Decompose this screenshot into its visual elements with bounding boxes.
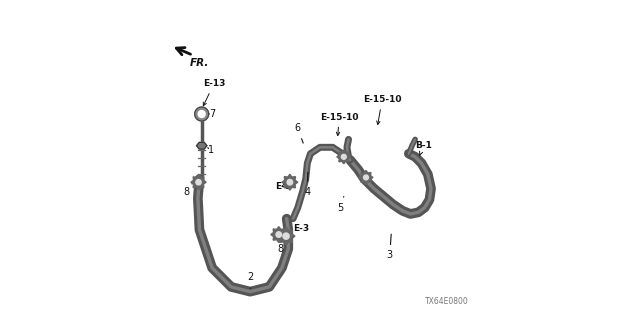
Polygon shape	[196, 180, 201, 185]
Text: 4: 4	[304, 172, 310, 197]
Text: E-15-10: E-15-10	[363, 95, 401, 124]
Text: FR.: FR.	[190, 59, 209, 68]
Text: 7: 7	[209, 109, 215, 119]
Text: E-15-10: E-15-10	[320, 113, 358, 136]
Polygon shape	[341, 154, 346, 159]
Text: 1: 1	[207, 146, 214, 156]
Polygon shape	[287, 180, 292, 185]
Polygon shape	[364, 175, 369, 180]
Text: 5: 5	[337, 196, 344, 212]
Polygon shape	[277, 227, 295, 245]
Polygon shape	[337, 150, 351, 164]
Text: 8: 8	[184, 182, 193, 197]
Text: TX64E0800: TX64E0800	[426, 297, 469, 306]
Polygon shape	[283, 233, 289, 239]
Text: B-1: B-1	[415, 141, 432, 156]
Text: 6: 6	[295, 123, 303, 143]
Polygon shape	[191, 175, 206, 190]
Polygon shape	[276, 232, 282, 237]
Polygon shape	[198, 110, 205, 117]
Polygon shape	[196, 142, 207, 149]
Text: E-3: E-3	[286, 224, 309, 235]
Text: 2: 2	[247, 272, 253, 288]
Text: E-13: E-13	[203, 79, 225, 106]
Polygon shape	[359, 171, 373, 184]
Polygon shape	[271, 227, 287, 243]
Polygon shape	[282, 174, 298, 190]
Polygon shape	[195, 107, 209, 121]
Text: 3: 3	[387, 234, 393, 260]
Text: E-9: E-9	[276, 182, 292, 191]
Text: 8: 8	[277, 241, 284, 254]
